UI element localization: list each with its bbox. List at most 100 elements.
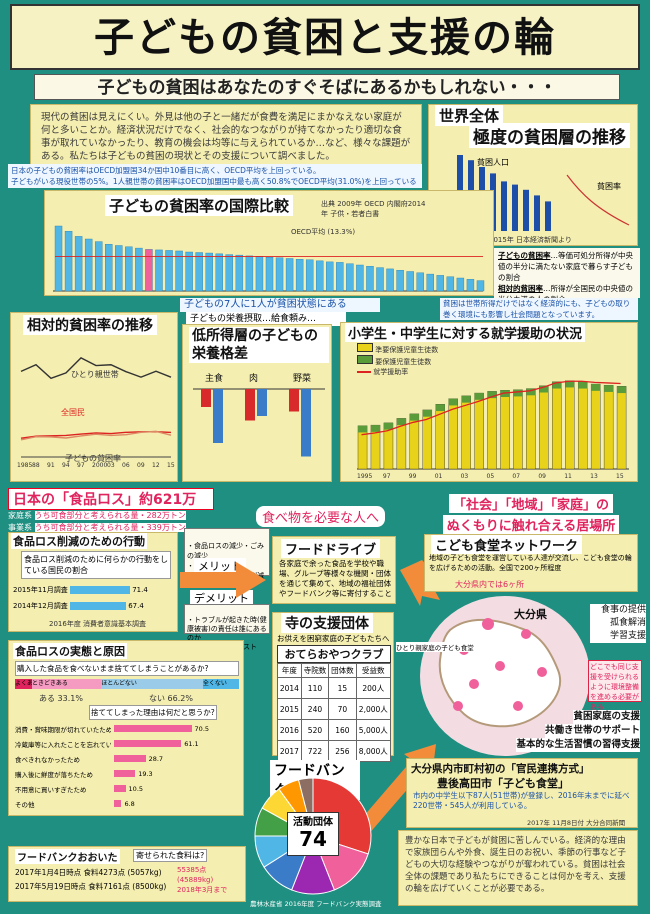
schoolaid-bar-protected <box>539 385 549 393</box>
nutrition-bar <box>301 389 311 457</box>
schoolaid-bar-protected <box>552 381 562 389</box>
intl-bar <box>245 255 254 292</box>
schoolaid-bar-protected <box>591 384 601 391</box>
schoolaid-bar-protected <box>617 386 627 394</box>
nutrition-note: 子どもの栄養摂取…給食頼み… <box>186 312 346 326</box>
temple-box: 寺の支援団体 お供えを困窮家庭の子どもたちへ おてらおやつクラブ 年度 寺院数 団体… <box>272 612 394 762</box>
relative-x-tick: 2000 <box>92 462 107 469</box>
fact-reason-row: 食べきれなかったため 28.7 <box>15 754 164 764</box>
oita-city-source: 2017年 11月8日付 大分合同新聞 <box>527 819 626 827</box>
fact-box: 食品ロスの実態と原因 購入した食品を食べないまま捨ててしまうことがあるか? よく… <box>8 640 244 816</box>
fact-sum-1: ある 33.1% <box>39 694 83 703</box>
intl-bar <box>356 264 364 292</box>
schoolaid-x-tick: 99 <box>409 473 417 479</box>
kodomo-net-title: こども食堂ネットワーク <box>431 535 583 554</box>
world-bar <box>512 184 518 231</box>
oita-title: 大分県 <box>514 608 547 621</box>
action-row-1: 2015年11月調査 71.4 <box>13 586 148 594</box>
schoolaid-rate-line <box>361 380 621 436</box>
fact-reason-row: 冷蔵庫等に入れたことを忘れていた 61.1 <box>15 739 199 749</box>
schoolaid-bar-protected <box>487 391 497 399</box>
nutrition-bar <box>289 389 299 412</box>
intro-text: 現代の貧困は見えにくい。外見は他の子と一緒だが食費を満足にまかなえない家庭が何と… <box>41 112 411 162</box>
foodbank-count: 74 <box>299 827 327 851</box>
foodbank-oita-title: フードバンクおおいた <box>15 849 120 864</box>
schoolaid-x-tick: 1995 <box>357 473 372 479</box>
nutrition-bar <box>201 389 211 407</box>
relative-x-tick: 1985 <box>17 462 32 469</box>
intl-chart <box>53 225 485 292</box>
world-legend-1: 貧困人口 <box>477 158 509 167</box>
poverty-def-title: 子どもの貧困率 <box>498 251 551 260</box>
fact-q1: 購入した食品を食べないまま捨ててしまうことがあるか? <box>15 661 239 676</box>
relative-x-tick: 94 <box>62 462 70 469</box>
schoolaid-bar-protected <box>565 380 575 388</box>
oita-support-1: 貧困家庭の支援 <box>573 710 640 724</box>
intl-bar <box>305 259 314 292</box>
intl-bar <box>145 249 153 292</box>
intl-source: 出典 2009年 OECD 内閣府2014年 子供・若者白書 <box>321 200 426 218</box>
schoolaid-legend-1: 準要保護児童生徒数 <box>357 343 438 355</box>
foodbank-center: 活動団体 74 <box>287 812 339 856</box>
fact-reason-row: 消費・賞味期限が切れていたため 70.5 <box>15 724 210 734</box>
intl-bar <box>135 247 143 292</box>
oecd-notes: 日本の子どもの貧困率はOECD加盟国34か国中10番目に高く、OECD平均を上回… <box>8 164 422 188</box>
relative-x-tick: 88 <box>32 462 40 469</box>
schoolaid-legend-3: 就学援助率 <box>357 367 408 377</box>
temple-name: おてらおやつクラブ <box>277 645 391 663</box>
relative-x-tick: 91 <box>47 462 55 469</box>
schoolaid-box: 小学生・中学生に対する就学援助の状況 準要保護児童生徒数 要保護児童生徒数 就学… <box>340 322 638 482</box>
intl-bar <box>426 273 434 292</box>
fact-bar-segment: 全くない <box>202 679 239 689</box>
intl-bar <box>446 276 455 292</box>
relative-def-title: 相対的貧困率 <box>498 284 543 293</box>
fact-reason-bar <box>114 725 192 732</box>
oita-city-text: 市内の中学生以下87人(51世帯)が登録し、2016年末までに延べ220世帯・5… <box>413 791 630 810</box>
foodbank-oita-box: フードバンクおおいた 寄せられた食料は? 2017年1月4日時点 食料4273点… <box>8 846 246 902</box>
page-title: 子どもの貧困と支援の輪 <box>10 4 640 70</box>
kodomo-net-highlight: 大分県内では6ヶ所 <box>455 580 525 589</box>
intl-bar <box>74 236 83 292</box>
world-source: 2015年 日本経済新聞より <box>489 236 572 244</box>
intl-bar <box>94 241 103 292</box>
fact-reason-bar <box>114 755 146 762</box>
oita-item-1: 食事の提供 <box>590 604 646 617</box>
relative-x-tick: 09 <box>137 462 145 469</box>
schoolaid-x-tick: 03 <box>461 473 469 479</box>
action-box: 食品ロス削減のための行動 食品ロス削減のために何らかの行動をしている国民の割合 … <box>8 532 178 632</box>
intl-bar <box>175 250 183 292</box>
relative-x-tick: 12 <box>152 462 160 469</box>
nutrition-bar <box>213 389 223 443</box>
world-rate-line <box>566 174 630 226</box>
closing-box: 豊かな日本で子どもが貧困に苦しんでいる。経済的な理由で家族団らんや外食、誕生日の… <box>398 830 638 906</box>
intl-bar <box>386 268 394 292</box>
intl-avg-label: OECD平均 (13.3%) <box>291 228 356 236</box>
schoolaid-bar-protected <box>409 413 419 421</box>
community-line-2: ぬくもりに触れ合える居場所 <box>442 515 620 534</box>
oita-items: 食事の提供 孤食解消 学習支援 <box>590 604 646 643</box>
fact-reason-bar <box>114 785 126 792</box>
fact-reason-row: その他 6.8 <box>15 799 135 809</box>
schoolaid-x-tick: 05 <box>487 473 495 479</box>
schoolaid-bar-protected <box>422 409 432 417</box>
intl-bar <box>346 263 354 292</box>
intl-bar <box>84 238 93 292</box>
action-source: 2016年度 消費者意識基本調査 <box>49 620 147 628</box>
temple-title: 寺の支援団体 <box>281 613 373 633</box>
fact-reason-bar <box>114 770 136 777</box>
oecd-note-1: 日本の子どもの貧困率はOECD加盟国34か国中10番目に高く、OECD平均を上回… <box>11 166 321 175</box>
nutrition-cat-label: 肉 <box>249 372 258 384</box>
schoolaid-x-tick: 07 <box>512 473 520 479</box>
schoolaid-bar-protected <box>578 381 588 389</box>
foodloss-title: 日本の「食品ロス」約621万 <box>13 492 197 508</box>
schoolaid-legend-2: 要保護児童生徒数 <box>357 355 431 367</box>
intl-bar <box>416 272 424 292</box>
schoolaid-bar-protected <box>513 389 523 397</box>
schoolaid-title: 小学生・中学生に対する就学援助の状況 <box>345 323 586 342</box>
oita-city-line-2: 豊後高田市「子ども食堂」 <box>437 777 569 790</box>
relative-series-line <box>20 356 172 380</box>
intl-bar <box>225 254 234 292</box>
intl-bar <box>105 244 113 292</box>
foodbank-oita-label: 寄せられた食料は? <box>133 849 208 862</box>
oita-item-2: 孤食解消 <box>590 617 646 630</box>
